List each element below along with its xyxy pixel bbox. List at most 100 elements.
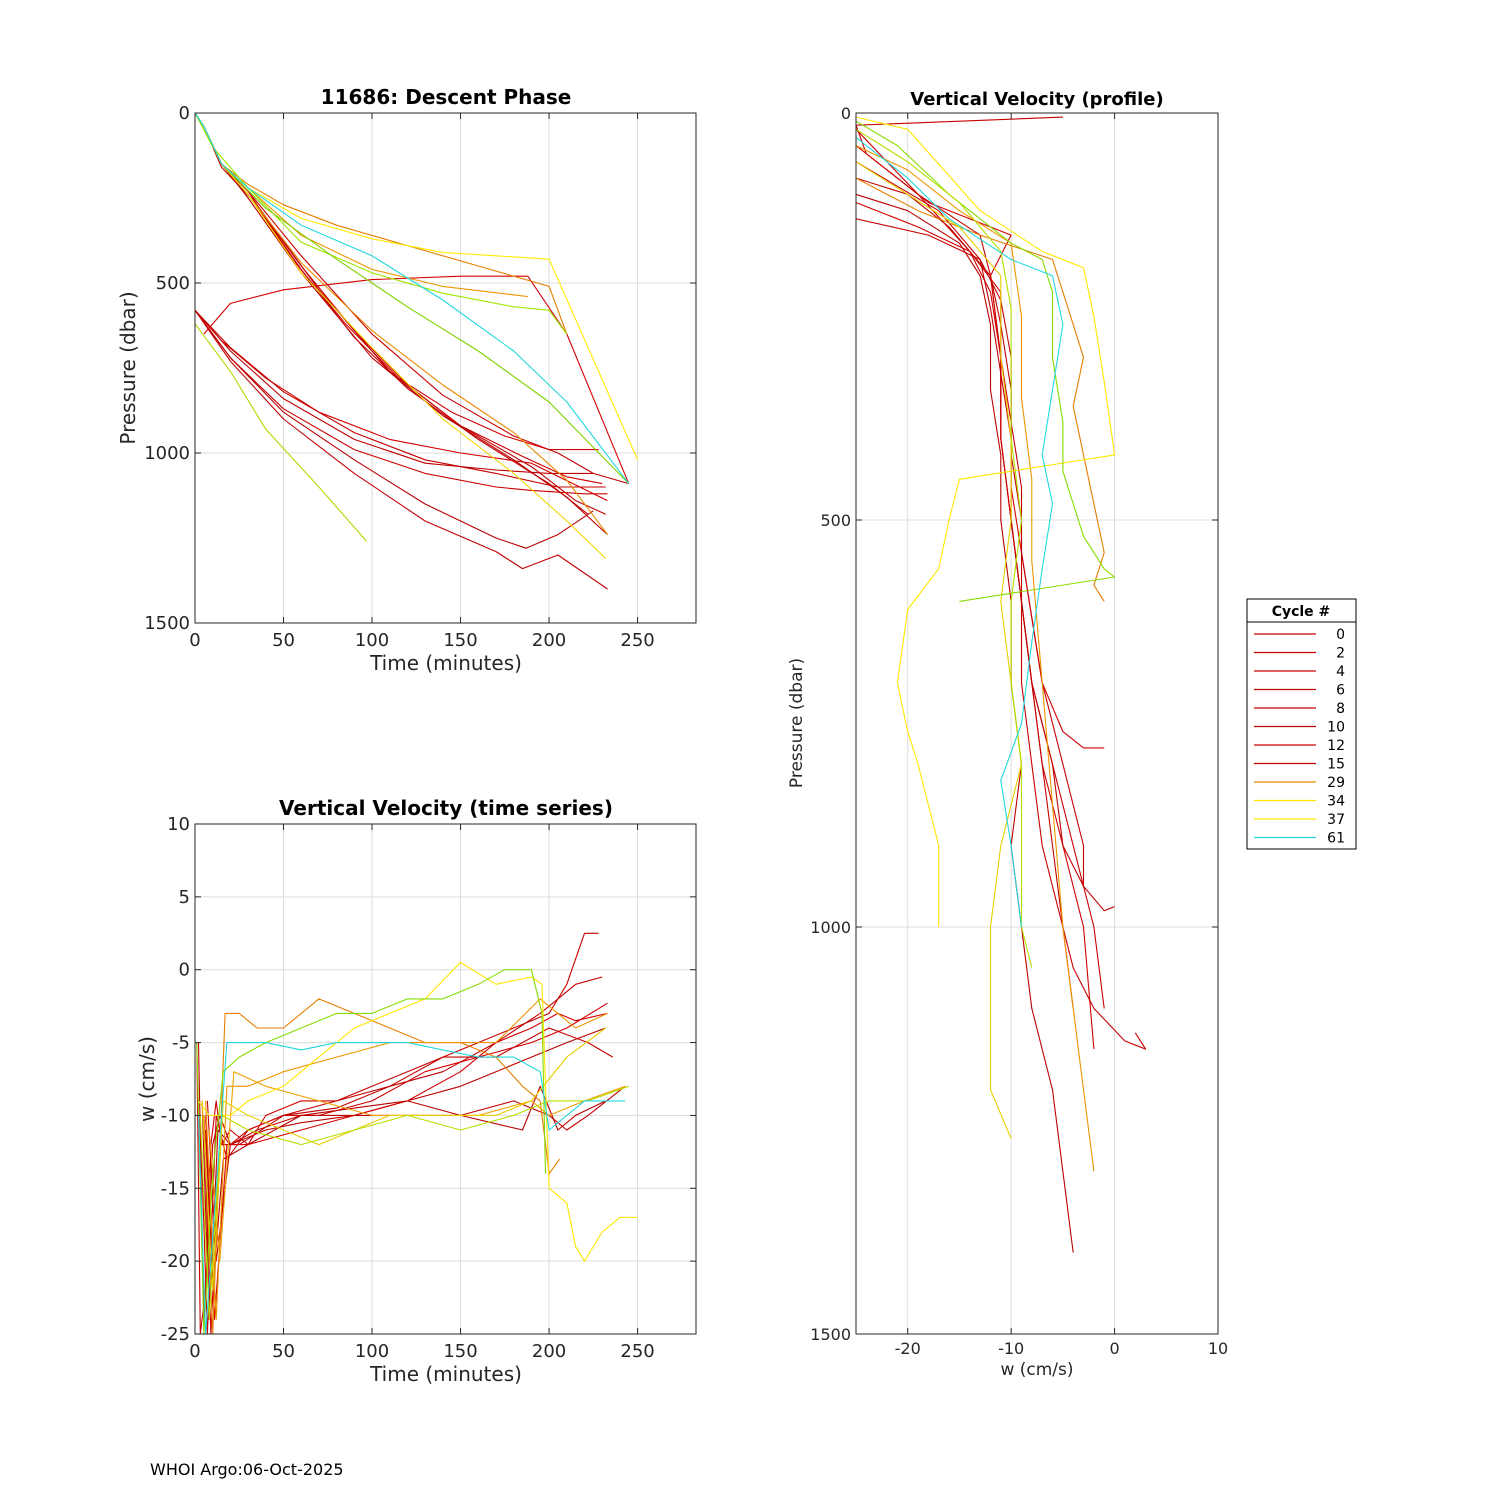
x-tick-label: 100 (355, 1341, 389, 1362)
legend-label-cycle-6: 6 (1336, 683, 1345, 699)
descent-xlabel: Time (minutes) (369, 651, 522, 675)
legend: Cycle # 0 2 4 6 8 10 12 15 29 34 37 61 (1246, 598, 1357, 850)
series-line-cycle-34-a (856, 116, 1116, 927)
descent-grid (194, 112, 696, 624)
descent-axes-frame (194, 112, 697, 624)
y-tick-label: 5 (179, 887, 190, 908)
series-line-cycle-4 (199, 1002, 608, 1334)
y-tick-label: 0 (179, 103, 190, 124)
series-line-cycle-34-b (201, 1027, 607, 1291)
legend-title: Cycle # (1272, 604, 1331, 620)
series-line-cycle-0 (195, 113, 629, 485)
wtime-axes-frame (194, 823, 697, 1335)
series-line-cycle-61 (197, 1042, 626, 1334)
x-tick-label: 0 (189, 1341, 200, 1362)
x-tick-label: 50 (272, 630, 295, 651)
descent-series-group (195, 113, 639, 590)
x-tick-label: 100 (355, 630, 389, 651)
series-line-cycle-29-c (195, 113, 528, 298)
y-tick-label: 1000 (810, 918, 851, 937)
descent-phase-axes: 11686: Descent Phase Time (minutes) Pres… (116, 85, 697, 675)
series-line-cycle-15-d (195, 309, 608, 590)
y-tick-label: -25 (161, 1324, 190, 1345)
wtime-series-group (196, 932, 638, 1334)
x-tick-label: 250 (620, 1341, 654, 1362)
series-line-cycle-37-a (196, 969, 547, 1334)
legend-label-cycle-0: 0 (1336, 627, 1345, 643)
legend-box (1246, 598, 1357, 850)
profile-xlabel: w (cm/s) (1000, 1360, 1073, 1380)
y-tick-label: 0 (841, 104, 851, 123)
legend-label-cycle-2: 2 (1336, 646, 1345, 662)
series-line-cycle-12 (205, 1012, 608, 1320)
series-line-cycle-37-a (856, 120, 1116, 602)
legend-label-cycle-12: 12 (1327, 738, 1345, 754)
series-line-cycle-8 (203, 1027, 614, 1334)
series-line-cycle-34-b (856, 161, 1023, 1139)
legend-label-cycle-37: 37 (1327, 812, 1345, 828)
x-tick-label: -10 (998, 1339, 1024, 1358)
series-line-cycle-8 (856, 177, 1115, 912)
x-tick-label: 200 (532, 1341, 566, 1362)
y-tick-label: 1500 (144, 613, 190, 634)
y-tick-label: 1500 (810, 1325, 851, 1344)
series-line-cycle-15-b (195, 309, 608, 495)
series-line-cycle-6 (856, 161, 1074, 1009)
x-tick-label: 0 (189, 630, 200, 651)
descent-ylabel: Pressure (dbar) (116, 291, 140, 444)
x-tick-label: -20 (895, 1339, 921, 1358)
y-tick-label: 0 (179, 960, 190, 981)
time-series-title: Vertical Velocity (time series) (279, 796, 613, 820)
y-tick-label: -5 (172, 1033, 190, 1054)
time-series-ylabel: w (cm/s) (135, 1036, 159, 1122)
profile-ylabel: Pressure (dbar) (787, 658, 807, 788)
series-line-cycle-4 (195, 113, 599, 451)
legend-label-cycle-4: 4 (1336, 664, 1345, 680)
x-tick-label: 150 (443, 630, 477, 651)
wtime-grid (194, 823, 696, 1335)
footer-credit: WHOI Argo:06-Oct-2025 (150, 1460, 344, 1479)
series-line-cycle-29-b (856, 145, 1095, 1172)
series-line-cycle-29-c (208, 1071, 626, 1262)
series-line-cycle-6 (195, 113, 589, 515)
series-line-cycle-15 (856, 218, 1085, 887)
series-line-cycle-12 (856, 201, 1105, 749)
series-line-cycle-29-a (856, 177, 1105, 602)
legend-label-cycle-10: 10 (1327, 720, 1345, 736)
series-line-cycle-61 (856, 136, 1064, 928)
series-line-cycle-15 (206, 1085, 626, 1262)
x-tick-label: 0 (1109, 1339, 1119, 1358)
x-tick-label: 50 (272, 1341, 295, 1362)
y-tick-label: 500 (820, 511, 851, 530)
series-line-cycle-15-c (195, 309, 594, 549)
series-line-cycle-12-b (195, 309, 606, 488)
series-line-cycle-61 (195, 113, 630, 484)
legend-label-cycle-15: 15 (1327, 757, 1345, 773)
series-line-cycle-34-a (198, 961, 638, 1262)
y-tick-label: -10 (161, 1105, 190, 1126)
legend-label-cycle-8: 8 (1336, 701, 1345, 717)
time-series-axes: Vertical Velocity (time series) Time (mi… (135, 796, 697, 1386)
series-line-cycle-37-b (199, 1085, 629, 1320)
series-line-cycle-37-b (195, 113, 630, 484)
y-tick-label: 1000 (144, 443, 190, 464)
series-line-cycle-4 (856, 145, 1095, 1050)
x-tick-label: 10 (1208, 1339, 1228, 1358)
series-line-cycle-2 (195, 113, 603, 485)
profile-axes: Vertical Velocity (profile) w (cm/s) Pre… (787, 89, 1228, 1380)
profile-title: Vertical Velocity (profile) (910, 89, 1164, 110)
series-line-cycle-0 (856, 116, 1147, 1050)
series-line-cycle-15-a (195, 309, 594, 474)
series-line-cycle-29-b (195, 113, 608, 535)
legend-label-cycle-34: 34 (1327, 794, 1345, 810)
series-line-cycle-10 (856, 193, 1074, 1253)
y-tick-label: 10 (167, 814, 190, 835)
legend-label-cycle-61: 61 (1327, 831, 1345, 847)
time-series-xlabel: Time (minutes) (369, 1362, 522, 1386)
series-line-cycle-8 (195, 113, 606, 515)
y-tick-label: 500 (156, 273, 190, 294)
legend-label-cycle-29: 29 (1327, 775, 1345, 791)
x-tick-label: 150 (443, 1341, 477, 1362)
wprofile-series-group (856, 116, 1147, 1253)
